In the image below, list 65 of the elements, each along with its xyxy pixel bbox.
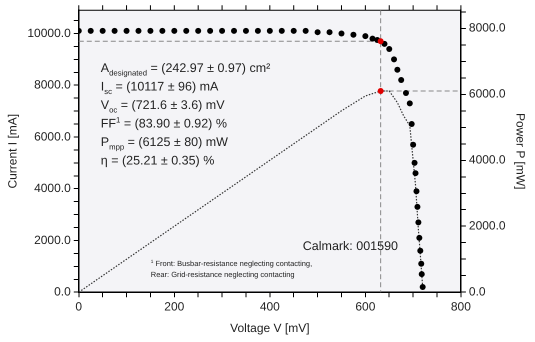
y2-tick-label: 4000.0 [468, 152, 506, 167]
point [408, 121, 415, 128]
point [159, 28, 166, 34]
point [398, 77, 404, 84]
point [416, 234, 422, 241]
x-tick-label: 0 [75, 300, 82, 314]
point [147, 28, 154, 34]
point [370, 36, 376, 42]
x-axis-title: Voltage V [mV] [230, 321, 310, 336]
point [171, 28, 178, 34]
point [254, 28, 261, 34]
y-tick-label: 8000.0 [34, 78, 72, 92]
point [420, 284, 426, 290]
point [338, 30, 344, 36]
annotation: Calmark: 001590 [302, 239, 398, 254]
annotation: η = (25.21 ± 0.35) % [100, 154, 214, 168]
point [290, 28, 297, 34]
point [391, 56, 398, 62]
point [418, 260, 424, 267]
y-tick-label: 10000.0 [27, 26, 72, 40]
point [410, 142, 416, 148]
y2-tick-label: 0.0 [468, 284, 486, 299]
point [362, 33, 368, 40]
y2-tick-label: 2000.0 [468, 218, 506, 233]
y-tick-label: 0.0 [54, 284, 72, 299]
point [100, 28, 106, 34]
y-axis-title: Current I [mA] [6, 114, 20, 189]
y2-axis-title: Power P [mW] [513, 112, 528, 190]
point [207, 28, 214, 34]
point [402, 90, 409, 96]
point [88, 28, 94, 34]
y-tick-label: 2000.0 [34, 232, 72, 247]
point [414, 204, 420, 210]
y-tick-label: 4000.0 [34, 181, 72, 196]
x-tick-label: 800 [450, 300, 472, 314]
point [302, 28, 309, 34]
point [219, 28, 226, 34]
point [417, 248, 424, 254]
point [378, 38, 384, 44]
point [394, 66, 400, 73]
point [183, 28, 190, 34]
point [314, 29, 321, 36]
point [418, 271, 425, 278]
point [112, 28, 118, 34]
y2-tick-label: 6000.0 [468, 86, 506, 101]
point [350, 32, 356, 38]
point [135, 28, 142, 34]
y2-tick-label: 8000.0 [468, 20, 506, 35]
point [231, 28, 238, 34]
point [326, 29, 333, 36]
point [195, 28, 202, 34]
x-tick-label: 200 [164, 300, 185, 314]
point [242, 28, 249, 34]
point [412, 160, 418, 166]
point [386, 46, 392, 52]
point [413, 188, 420, 194]
point [266, 28, 273, 34]
point [406, 100, 413, 106]
x-tick-label: 400 [260, 300, 280, 314]
point [278, 28, 285, 34]
y-tick-label: 6000.0 [34, 129, 72, 144]
x-tick-label: 600 [355, 300, 376, 314]
point [415, 219, 422, 226]
point [124, 28, 130, 34]
point [412, 170, 419, 176]
